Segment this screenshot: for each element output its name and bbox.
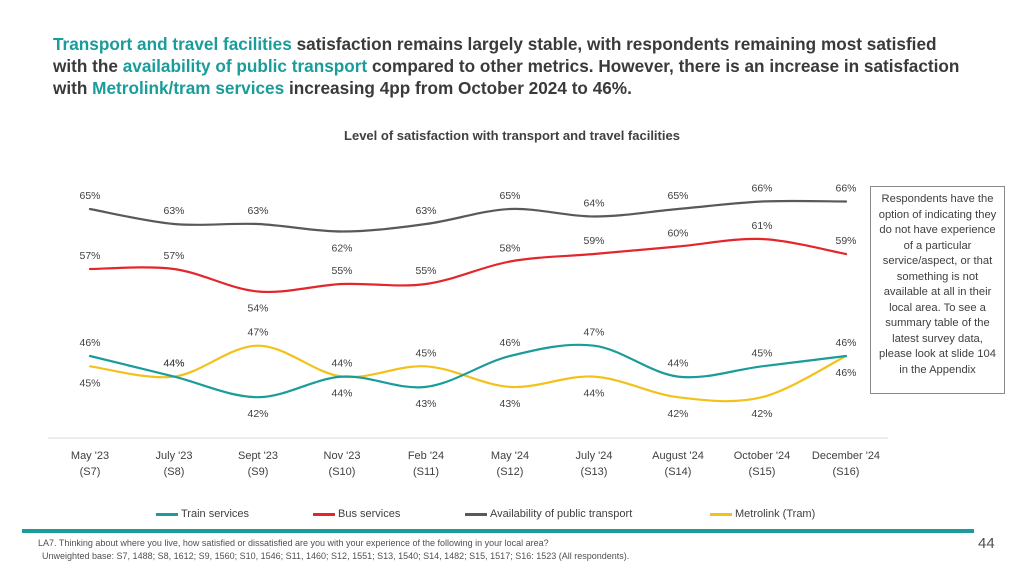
- x-tick-code: (S11): [413, 466, 439, 478]
- x-tick-label: July '24: [576, 450, 613, 462]
- data-label-train: 46%: [499, 337, 520, 349]
- x-tick-code: (S9): [248, 466, 269, 478]
- data-label-availability: 64%: [583, 198, 604, 210]
- x-tick-code: (S10): [329, 466, 356, 478]
- series-line-bus: [88, 237, 848, 294]
- footnote-question: LA7. Thinking about where you live, how …: [38, 538, 549, 548]
- data-label-availability: 66%: [835, 183, 856, 195]
- data-label-train: 45%: [751, 347, 772, 359]
- chart-title: Level of satisfaction with transport and…: [344, 128, 680, 143]
- x-tick-label: October '24: [734, 450, 791, 462]
- series-line-train: [88, 343, 848, 399]
- data-label-train: 44%: [331, 358, 352, 370]
- headline-highlight-transport: Transport and travel facilities: [53, 34, 292, 54]
- legend-item-bus: Bus services: [313, 508, 400, 520]
- footer-rule: [22, 529, 974, 533]
- footnote: LA7. Thinking about where you live, how …: [38, 537, 629, 562]
- legend-swatch: [313, 512, 335, 516]
- data-label-availability: 62%: [331, 243, 352, 255]
- legend-label: Availability of public transport: [490, 508, 633, 520]
- data-label-train: 44%: [667, 358, 688, 370]
- x-tick-code: (S8): [164, 466, 185, 478]
- data-label-availability: 63%: [163, 205, 184, 217]
- data-label-bus: 55%: [331, 265, 352, 277]
- x-tick-label: May '23: [71, 450, 109, 462]
- legend-swatch: [710, 512, 732, 516]
- data-label-metrolink: 44%: [583, 388, 604, 400]
- x-tick-label: Sept '23: [238, 450, 278, 462]
- data-label-train: 47%: [583, 327, 604, 339]
- data-label-train: 46%: [79, 337, 100, 349]
- x-tick-label: December '24: [812, 450, 880, 462]
- x-tick-code: (S12): [497, 466, 524, 478]
- x-tick-label: August '24: [652, 450, 704, 462]
- x-tick-code: (S16): [833, 466, 860, 478]
- data-label-bus: 58%: [499, 243, 520, 255]
- legend-label: Metrolink (Tram): [735, 508, 816, 520]
- side-note: Respondents have the option of indicatin…: [870, 186, 1005, 394]
- headline-highlight-availability: availability of public transport: [122, 56, 368, 76]
- data-label-bus: 59%: [583, 235, 604, 247]
- data-label-bus: 55%: [415, 265, 436, 277]
- x-tick-code: (S13): [581, 466, 608, 478]
- headline-highlight-metrolink: Metrolink/tram services: [92, 78, 285, 98]
- data-label-availability: 66%: [751, 183, 772, 195]
- legend-label: Train services: [181, 508, 250, 520]
- headline: Transport and travel facilities satisfac…: [53, 33, 973, 99]
- data-label-availability: 65%: [667, 190, 688, 202]
- x-tick-label: May '24: [491, 450, 529, 462]
- data-label-train: 42%: [247, 408, 268, 420]
- legend-item-metrolink: Metrolink (Tram): [710, 508, 815, 520]
- data-label-availability: 63%: [247, 205, 268, 217]
- line-chart: May '23 (S7) July '23 (S8) Sept '23 (S9) Nov '…: [48, 183, 888, 478]
- data-label-availability: 65%: [79, 190, 100, 202]
- data-label-bus: 60%: [667, 228, 688, 240]
- footnote-base: Unweighted base: S7, 1488; S8, 1612; S9,…: [42, 550, 630, 561]
- data-label-availability: 63%: [415, 205, 436, 217]
- x-tick-label: Nov '23: [324, 450, 361, 462]
- legend-swatch: [156, 512, 178, 516]
- data-label-train: 43%: [415, 398, 436, 410]
- data-label-metrolink: 47%: [247, 327, 268, 339]
- headline-text-3: increasing 4pp from October 2024 to 46%.: [284, 78, 632, 98]
- data-label-metrolink: 42%: [751, 408, 772, 420]
- x-tick-label: July '23: [156, 450, 193, 462]
- data-label-train: 46%: [835, 337, 856, 349]
- headline-text-2: compared to other metrics. However, ther…: [53, 56, 960, 98]
- page-number: 44: [978, 535, 995, 552]
- data-label-metrolink: 42%: [667, 408, 688, 420]
- x-tick-code: (S14): [665, 466, 692, 478]
- data-label-bus: 57%: [79, 250, 100, 262]
- x-tick-code: (S15): [749, 466, 776, 478]
- x-tick-label: Feb '24: [408, 450, 444, 462]
- headline-text-1: satisfaction remains largely stable, wit…: [53, 34, 937, 76]
- series-line-metrolink: [88, 344, 848, 403]
- data-label-bus: 54%: [247, 303, 268, 315]
- legend-item-train: Train services: [156, 508, 249, 520]
- data-label-availability: 65%: [499, 190, 520, 202]
- data-label-metrolink: 45%: [79, 377, 100, 389]
- data-label-metrolink: 43%: [499, 398, 520, 410]
- data-label-metrolink: 46%: [835, 367, 856, 379]
- data-label-metrolink: 44%: [331, 388, 352, 400]
- data-label-bus: 57%: [163, 250, 184, 262]
- x-tick-code: (S7): [80, 466, 101, 478]
- legend-label: Bus services: [338, 508, 401, 520]
- series-line-availability: [88, 199, 848, 233]
- data-label-train: 44%: [163, 358, 184, 370]
- legend-swatch: [465, 512, 487, 516]
- data-label-metrolink: 44%: [163, 358, 184, 370]
- data-label-bus: 61%: [751, 220, 772, 232]
- legend-item-availability: Availability of public transport: [465, 508, 632, 520]
- data-label-bus: 59%: [835, 235, 856, 247]
- data-label-metrolink: 45%: [415, 347, 436, 359]
